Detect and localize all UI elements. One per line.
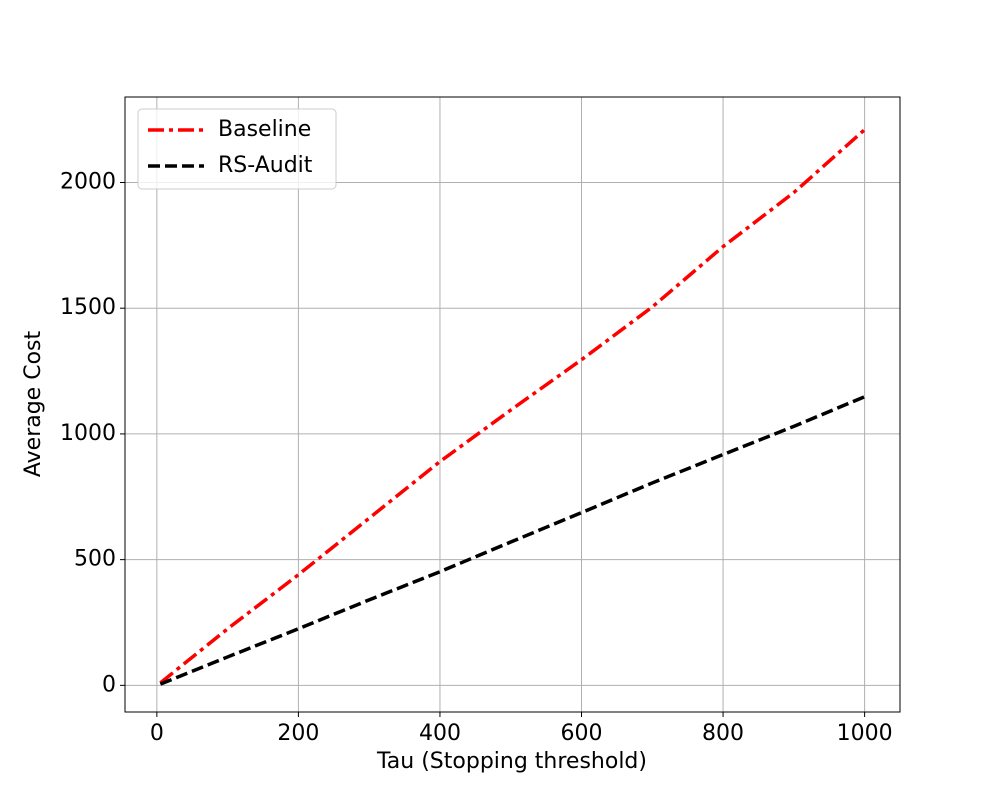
plot-frame <box>124 96 901 713</box>
line-series <box>159 128 866 685</box>
x-tick-label: 800 <box>702 721 744 746</box>
x-tick-label: 200 <box>277 721 319 746</box>
legend-label: RS-Audit <box>218 153 313 178</box>
line-series <box>159 395 866 686</box>
x-axis-label: Tau (Stopping threshold) <box>376 749 647 774</box>
legend: Baseline RS-Audit <box>137 108 337 190</box>
x-tick-label: 400 <box>419 721 461 746</box>
y-tick-label: 500 <box>74 547 116 572</box>
y-tick-label: 1500 <box>60 295 116 320</box>
y-tick-label: 1000 <box>60 421 116 446</box>
x-tick-label: 1000 <box>837 721 893 746</box>
y-tick-label: 0 <box>102 672 116 697</box>
y-axis-label: Average Cost <box>21 331 46 478</box>
legend-label: Baseline <box>218 117 311 142</box>
x-tick-label: 0 <box>150 721 164 746</box>
x-tick-label: 600 <box>561 721 603 746</box>
y-tick-label: 2000 <box>60 169 116 194</box>
